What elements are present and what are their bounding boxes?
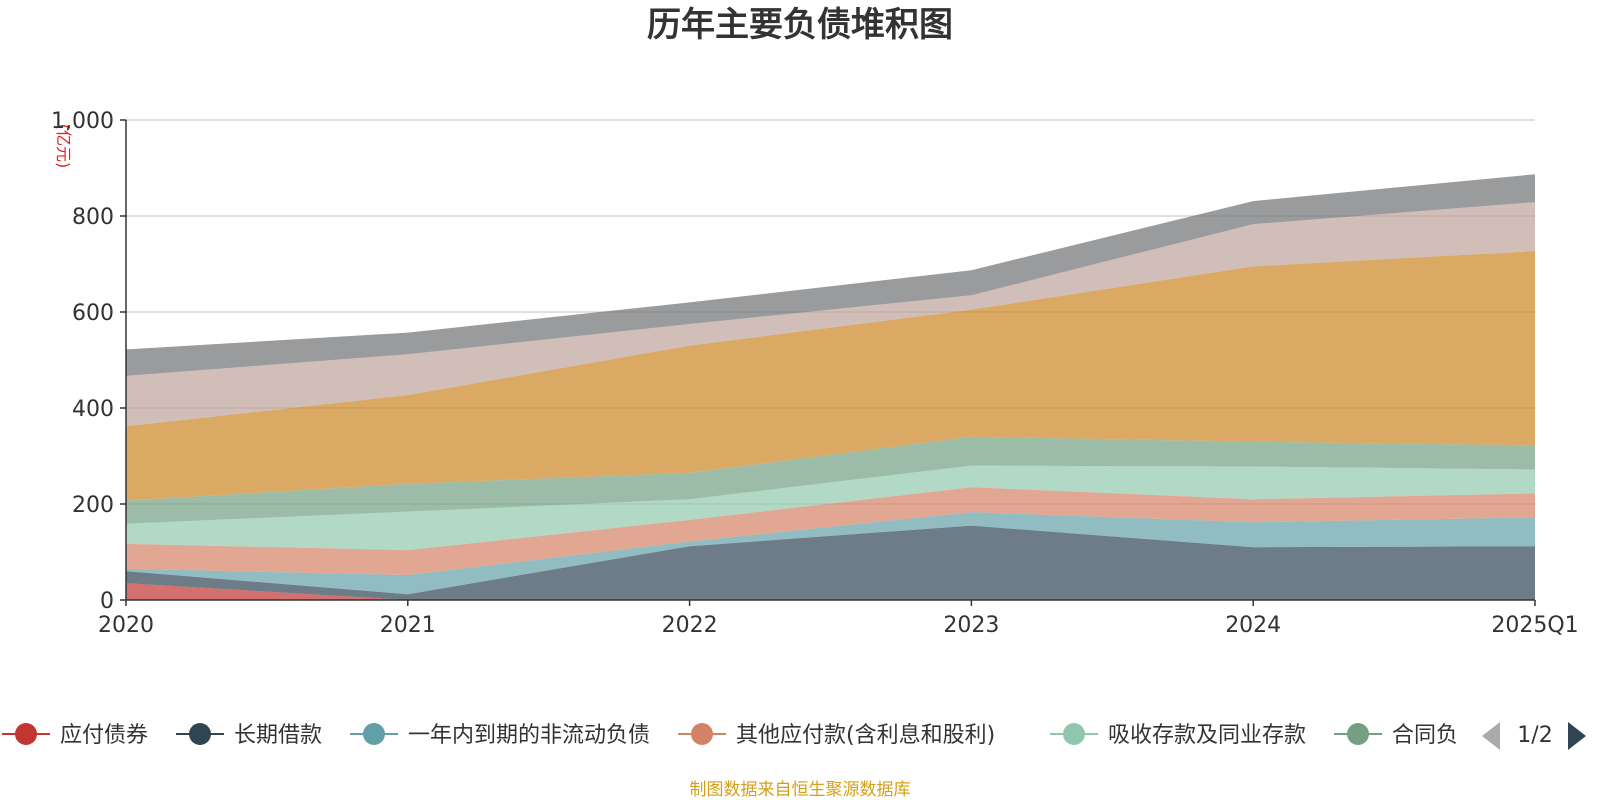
y-tick-label: 600 (72, 301, 114, 326)
legend-item[interactable]: 长期借款 (176, 723, 322, 748)
legend-marker (363, 723, 385, 745)
legend-label: 应付债券 (60, 723, 148, 748)
area-series-3 (126, 512, 1535, 595)
legend-marker (189, 723, 211, 745)
legend-label: 一年内到期的非流动负债 (408, 723, 650, 748)
chart-title: 历年主要负债堆积图 (647, 5, 953, 45)
x-tick-label: 2022 (662, 613, 718, 638)
y-tick-label: 0 (100, 589, 114, 614)
area-series-1 (126, 583, 1535, 600)
y-tick-label: 800 (72, 205, 114, 230)
legend: 应付债券 长期借款 一年内到期的非流动负债 其他应付款(含利息和股利) 吸收存款及同业存… (2, 722, 1586, 750)
axes: 0 200 400 600 800 1,000 2020 2021 2022 2023 2024 20… (51, 109, 1579, 638)
legend-item[interactable]: 一年内到期的非流动负债 (350, 723, 650, 748)
legend-label: 合同负 (1392, 723, 1458, 748)
legend-marker (15, 723, 37, 745)
area-series-2 (126, 525, 1535, 600)
area-series-5 (126, 465, 1535, 551)
area-series-8 (126, 202, 1535, 427)
y-tick-label: 1,000 (51, 109, 114, 134)
y-tick-label: 400 (72, 397, 114, 422)
legend-marker (1063, 723, 1085, 745)
area-series-7 (126, 251, 1535, 501)
legend-label: 长期借款 (234, 723, 322, 748)
legend-label: 吸收存款及同业存款 (1108, 723, 1306, 748)
legend-items: 应付债券 长期借款 一年内到期的非流动负债 其他应付款(含利息和股利) 吸收存款及同业存… (2, 723, 1458, 748)
area-series (126, 174, 1535, 600)
x-tick-label: 2021 (380, 613, 436, 638)
legend-marker (1347, 723, 1369, 745)
source-note: 制图数据来自恒生聚源数据库 (690, 780, 911, 800)
x-tick-label: 2020 (98, 613, 154, 638)
legend-item[interactable]: 其他应付款(含利息和股利) (678, 723, 995, 748)
area-series-9 (126, 174, 1535, 376)
area-series-4 (126, 487, 1535, 576)
legend-item[interactable]: 吸收存款及同业存款 (1050, 723, 1306, 748)
triangle-left-icon[interactable] (1482, 722, 1500, 750)
x-tick-label: 2023 (943, 613, 999, 638)
legend-page-indicator: 1/2 (1517, 723, 1552, 748)
area-series-6 (126, 436, 1535, 524)
legend-item[interactable]: 应付债券 (2, 723, 148, 748)
legend-label: 其他应付款(含利息和股利) (736, 723, 995, 748)
y-tick-label: 200 (72, 493, 114, 518)
x-tick-label: 2025Q1 (1491, 613, 1578, 638)
legend-marker (691, 723, 713, 745)
x-tick-label: 2024 (1225, 613, 1281, 638)
triangle-right-icon[interactable] (1568, 722, 1586, 750)
y-axis-unit: (亿元) (54, 124, 73, 169)
legend-item[interactable]: 合同负 (1334, 723, 1458, 748)
